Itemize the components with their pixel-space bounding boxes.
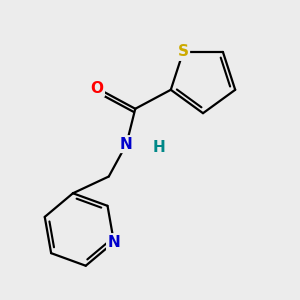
Text: S: S: [178, 44, 189, 59]
Text: N: N: [120, 136, 133, 152]
Text: N: N: [107, 235, 120, 250]
Text: O: O: [91, 81, 103, 96]
Text: H: H: [152, 140, 165, 154]
